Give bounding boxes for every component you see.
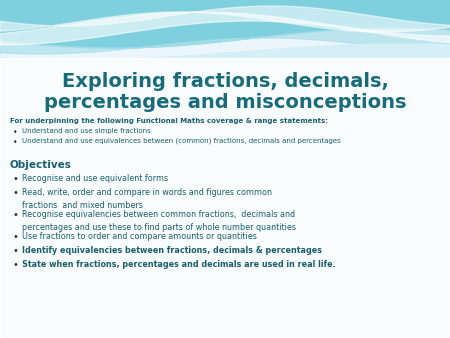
Text: •: • <box>12 260 18 270</box>
Text: Understand and use equivalences between (common) fractions, decimals and percent: Understand and use equivalences between … <box>22 138 341 145</box>
Text: Use fractions to order and compare amounts or quantities: Use fractions to order and compare amoun… <box>22 232 257 241</box>
Text: •: • <box>13 138 18 147</box>
Polygon shape <box>0 0 450 48</box>
Text: •: • <box>12 188 18 198</box>
Text: Recognise and use equivalent forms: Recognise and use equivalent forms <box>22 174 168 183</box>
Text: State when fractions, percentages and decimals are used in real life.: State when fractions, percentages and de… <box>22 260 336 269</box>
Text: •: • <box>12 210 18 220</box>
Text: For underpinning the following Functional Maths coverage & range statements:: For underpinning the following Functiona… <box>10 118 328 124</box>
Polygon shape <box>0 6 450 32</box>
Polygon shape <box>0 44 450 338</box>
Text: Identify equivalencies between fractions, decimals & percentages: Identify equivalencies between fractions… <box>22 246 322 255</box>
Polygon shape <box>0 12 450 45</box>
Text: Objectives: Objectives <box>10 160 72 170</box>
Text: Exploring fractions, decimals,: Exploring fractions, decimals, <box>62 72 388 91</box>
Text: •: • <box>13 128 18 137</box>
Bar <box>0 58 450 338</box>
Text: •: • <box>12 232 18 242</box>
Text: •: • <box>12 174 18 184</box>
Text: Read, write, order and compare in words and figures common
fractions  and mixed : Read, write, order and compare in words … <box>22 188 272 210</box>
Polygon shape <box>0 28 450 54</box>
Text: percentages and misconceptions: percentages and misconceptions <box>44 93 406 112</box>
Text: Recognise equivalencies between common fractions,  decimals and
percentages and : Recognise equivalencies between common f… <box>22 210 296 232</box>
Text: Understand and use simple fractions: Understand and use simple fractions <box>22 128 151 134</box>
Text: •: • <box>12 246 18 256</box>
